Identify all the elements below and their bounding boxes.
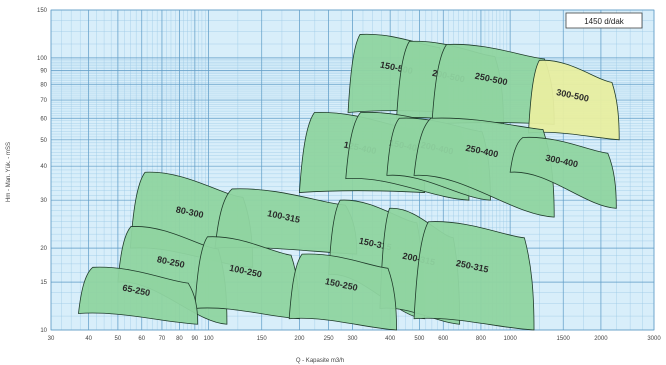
- y-tick-label: 150: [37, 8, 48, 14]
- speed-legend: 1450 d/dak: [565, 12, 643, 29]
- x-tick-label: 50: [115, 336, 122, 342]
- x-tick-label: 200: [294, 336, 305, 342]
- y-tick-label: 20: [40, 246, 47, 252]
- pump-region-shape: [509, 136, 617, 209]
- pump-region-shape: [194, 236, 300, 320]
- x-tick-label: 500: [414, 336, 425, 342]
- y-tick-label: 90: [40, 68, 47, 74]
- x-tick-label: 2000: [594, 336, 608, 342]
- y-tick-label: 50: [40, 138, 47, 144]
- y-axis-label: Hm - Man. Yük. - mSS: [6, 142, 12, 202]
- y-tick-label: 30: [40, 198, 47, 204]
- x-tick-label: 600: [438, 336, 449, 342]
- x-tick-label: 100: [204, 336, 215, 342]
- pump-region: 250-315: [413, 221, 535, 331]
- pump-region: 250-500: [431, 43, 555, 125]
- pump-region: 100-315: [214, 188, 358, 255]
- pump-regions: 150-500200-500250-500300-500125-400150-4…: [78, 33, 620, 331]
- pump-region: 300-500: [528, 59, 620, 141]
- y-tick-label: 100: [37, 56, 48, 62]
- x-tick-label: 1500: [557, 336, 571, 342]
- y-tick-label: 15: [40, 280, 47, 286]
- x-tick-label: 400: [385, 336, 396, 342]
- y-tick-label: 40: [40, 164, 47, 170]
- y-tick-label: 70: [40, 98, 47, 104]
- x-tick-label: 90: [192, 336, 199, 342]
- pump-region: 100-250: [194, 236, 300, 320]
- x-tick-label: 70: [159, 336, 166, 342]
- speed-legend-box: [565, 12, 643, 29]
- speed-legend-text: 1450 d/dak: [584, 17, 625, 26]
- y-tick-label: 10: [40, 328, 47, 334]
- y-tick-label: 80: [40, 82, 47, 88]
- x-tick-label: 60: [138, 336, 145, 342]
- x-tick-label: 150: [257, 336, 268, 342]
- y-tick-label: 60: [40, 116, 47, 122]
- pump-region: 300-400: [509, 136, 617, 209]
- pump-region-shape: [413, 221, 535, 331]
- pump-region: 65-250: [78, 266, 199, 325]
- pump-region-shape: [78, 266, 199, 325]
- x-tick-label: 800: [476, 336, 487, 342]
- x-tick-label: 250: [324, 336, 335, 342]
- x-axis-label: Q - Kapasite m3/h: [296, 358, 344, 364]
- pump-region-shape: [288, 253, 397, 331]
- x-tick-label: 30: [48, 336, 55, 342]
- x-tick-label: 3000: [647, 336, 661, 342]
- x-tick-label: 300: [347, 336, 358, 342]
- x-tick-label: 80: [176, 336, 183, 342]
- x-tick-label: 40: [85, 336, 92, 342]
- pump-region: 150-250: [288, 253, 397, 331]
- x-tick-label: 1000: [503, 336, 517, 342]
- pump-region-shape: [431, 43, 555, 125]
- pump-region-shape: [528, 59, 620, 141]
- axis-ticks: 30 40 50 60 70 80 90 100 150 200 250 300 400 500 600 80…: [37, 8, 661, 342]
